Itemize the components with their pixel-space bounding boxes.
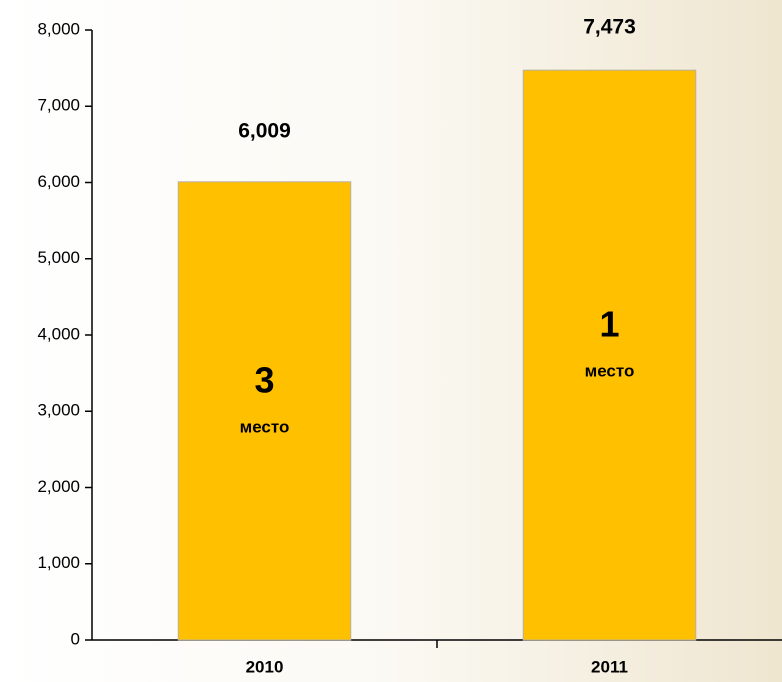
x-tick-label: 2010 bbox=[246, 657, 284, 676]
rank-label: место bbox=[240, 417, 290, 436]
y-tick-label: 8,000 bbox=[37, 19, 80, 38]
y-tick-label: 6,000 bbox=[37, 172, 80, 191]
y-tick-label: 1,000 bbox=[37, 553, 80, 572]
bar bbox=[522, 69, 697, 641]
rank-number: 3 bbox=[254, 359, 274, 400]
x-tick-label: 2011 bbox=[591, 657, 628, 676]
rank-label: место bbox=[585, 362, 635, 381]
y-tick-label: 4,000 bbox=[37, 324, 80, 343]
value-label: 7,473 bbox=[583, 16, 636, 39]
y-tick-label: 2,000 bbox=[37, 477, 80, 496]
y-tick-label: 0 bbox=[71, 629, 80, 648]
bar bbox=[177, 181, 352, 641]
y-tick-label: 5,000 bbox=[37, 248, 80, 267]
y-tick-label: 3,000 bbox=[37, 401, 80, 420]
y-tick-label: 7,000 bbox=[37, 96, 80, 115]
value-label: 6,009 bbox=[238, 119, 291, 142]
rank-number: 1 bbox=[599, 304, 619, 345]
